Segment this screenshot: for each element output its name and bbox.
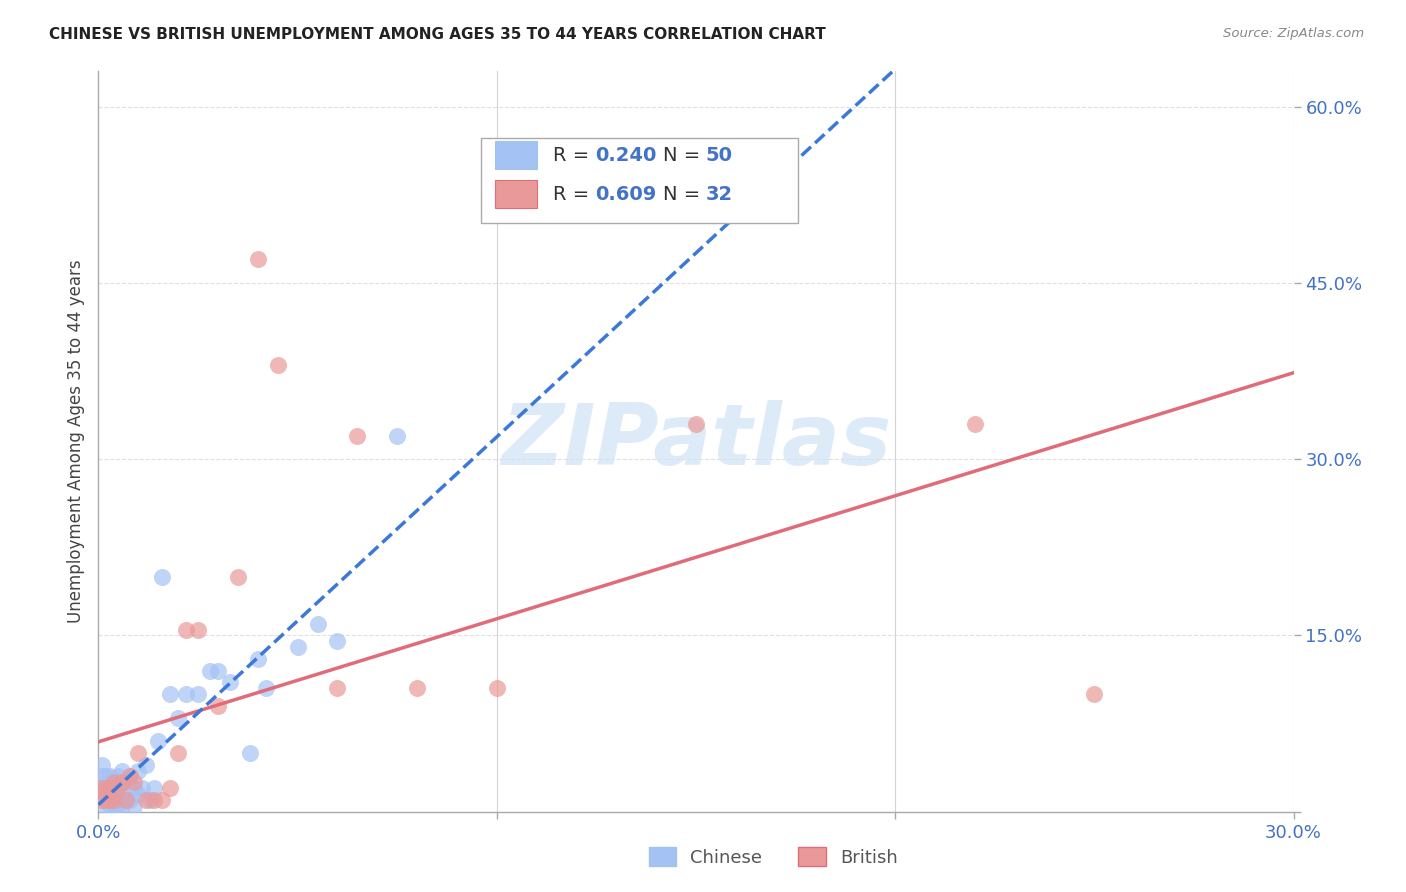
Point [685, 417, 707, 431]
Point [111, 798, 134, 813]
Point [98, 798, 122, 813]
Text: Source: ZipAtlas.com: Source: ZipAtlas.com [1223, 27, 1364, 40]
Point [131, 781, 153, 796]
Point [107, 781, 129, 796]
Point [96, 781, 118, 796]
Point [91, 793, 114, 807]
Point [103, 775, 125, 789]
Point [485, 681, 508, 696]
Point [187, 687, 209, 701]
Point [246, 252, 269, 267]
Point [207, 664, 229, 678]
Y-axis label: Unemployment Among Ages 35 to 44 years: Unemployment Among Ages 35 to 44 years [66, 260, 84, 624]
Point [98, 793, 122, 807]
FancyBboxPatch shape [481, 138, 797, 223]
Point [326, 681, 349, 696]
Legend: Chinese, British: Chinese, British [641, 840, 905, 874]
Point [167, 711, 190, 725]
Point [120, 769, 142, 783]
Point [150, 570, 173, 584]
Bar [495, 180, 537, 209]
Point [150, 793, 173, 807]
Point [115, 775, 138, 789]
Bar [495, 141, 537, 169]
Point [96, 793, 118, 807]
Point [127, 764, 149, 778]
Point [107, 793, 129, 807]
Point [135, 757, 157, 772]
Point [267, 358, 290, 372]
Point [159, 687, 181, 701]
Point [346, 428, 368, 442]
Point [91, 781, 114, 796]
Point [96, 793, 118, 807]
Point [167, 746, 190, 760]
Point [103, 775, 125, 789]
Point [98, 793, 122, 807]
Point [254, 681, 277, 696]
Point [115, 793, 138, 807]
Point [159, 781, 181, 796]
Point [287, 640, 309, 655]
Point [120, 769, 142, 783]
Point [111, 787, 134, 801]
Point [103, 798, 125, 813]
Text: 50: 50 [706, 145, 733, 164]
Point [148, 734, 170, 748]
Point [107, 798, 129, 813]
Point [98, 781, 122, 796]
Point [115, 793, 138, 807]
Text: N =: N = [662, 145, 706, 164]
Point [98, 769, 122, 783]
Point [91, 781, 114, 796]
Point [120, 793, 142, 807]
Point [246, 652, 269, 666]
Point [307, 616, 329, 631]
Point [124, 798, 146, 813]
Text: R =: R = [553, 185, 595, 203]
Text: CHINESE VS BRITISH UNEMPLOYMENT AMONG AGES 35 TO 44 YEARS CORRELATION CHART: CHINESE VS BRITISH UNEMPLOYMENT AMONG AG… [49, 27, 825, 42]
Point [111, 775, 134, 789]
Point [139, 793, 162, 807]
Point [198, 664, 221, 678]
Point [124, 781, 146, 796]
Point [219, 675, 242, 690]
Point [174, 687, 197, 701]
Point [127, 787, 149, 801]
Point [91, 757, 114, 772]
Point [103, 787, 125, 801]
Point [96, 798, 118, 813]
Point [107, 769, 129, 783]
Point [111, 775, 134, 789]
Point [96, 781, 118, 796]
Point [326, 634, 349, 648]
Text: 32: 32 [706, 185, 733, 203]
Point [207, 698, 229, 713]
Point [124, 775, 146, 789]
Point [127, 746, 149, 760]
Text: R =: R = [553, 145, 595, 164]
Point [385, 428, 409, 442]
Point [239, 746, 262, 760]
Point [91, 769, 114, 783]
Point [143, 781, 166, 796]
Point [96, 769, 118, 783]
Point [98, 781, 122, 796]
Point [107, 781, 129, 796]
Point [174, 623, 197, 637]
Point [111, 764, 134, 778]
Point [1083, 687, 1105, 701]
Point [406, 681, 429, 696]
Text: N =: N = [662, 185, 706, 203]
Point [963, 417, 986, 431]
Text: ZIPatlas: ZIPatlas [501, 400, 891, 483]
Point [226, 570, 249, 584]
Point [143, 793, 166, 807]
Point [135, 793, 157, 807]
Text: 0.609: 0.609 [596, 185, 657, 203]
Text: 0.240: 0.240 [596, 145, 657, 164]
Point [187, 623, 209, 637]
Point [103, 793, 125, 807]
